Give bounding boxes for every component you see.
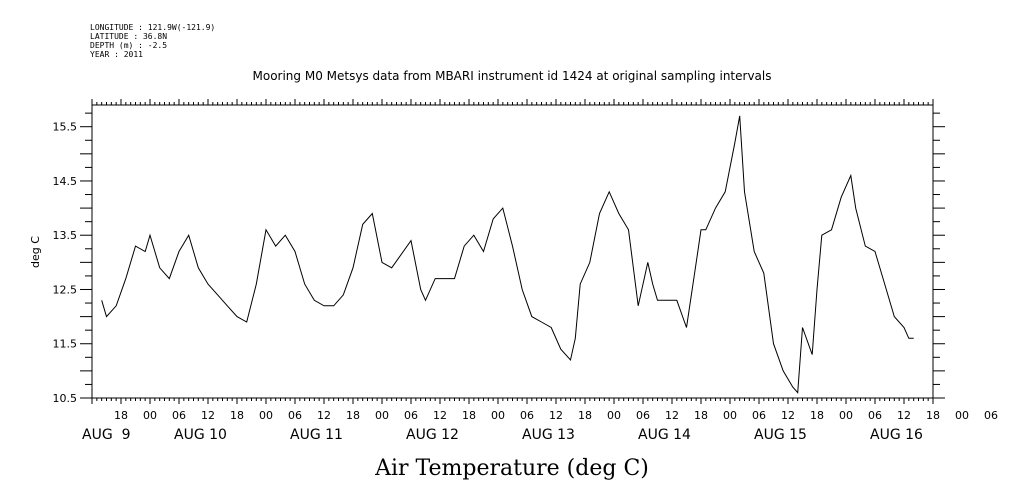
x-hour-label: 00 (491, 409, 505, 422)
y-tick-label: 15.5 (53, 121, 78, 134)
y-tick-label: 14.5 (53, 175, 78, 188)
x-hour-label: 00 (143, 409, 157, 422)
x-hour-label: 18 (462, 409, 476, 422)
chart-title: Mooring M0 Metsys data from MBARI instru… (253, 69, 772, 83)
x-hour-label: 00 (259, 409, 273, 422)
x-hour-label: 18 (346, 409, 360, 422)
plot-frame (91, 104, 934, 399)
year-label: YEAR : 2011 (90, 50, 143, 59)
x-hour-label: 00 (839, 409, 853, 422)
x-hour-label: 18 (114, 409, 128, 422)
x-day-label: AUG 9 (82, 427, 130, 443)
series-line (101, 115, 914, 394)
x-day-label: AUG 15 (754, 427, 807, 443)
x-hour-label: 12 (317, 409, 331, 422)
x-tick-labels: 18 00 06 12 18 00 06 12 18 00 06 12 18 00 06 12 18 00 06 12… (114, 409, 998, 422)
x-day-label: AUG 12 (406, 427, 459, 443)
x-hour-label: 12 (665, 409, 679, 422)
x-hour-label: 18 (926, 409, 940, 422)
x-hour-label: 06 (984, 409, 998, 422)
x-day-label: AUG 10 (174, 427, 227, 443)
latitude-label: LATITUDE : 36.8N (90, 32, 167, 41)
x-hour-label: 06 (636, 409, 650, 422)
x-hour-label: 06 (172, 409, 186, 422)
x-hour-label: 00 (723, 409, 737, 422)
x-axis-title: Air Temperature (deg C) (374, 456, 649, 481)
x-hour-label: 12 (201, 409, 215, 422)
x-hour-label: 18 (694, 409, 708, 422)
x-day-label: AUG 14 (638, 427, 691, 443)
x-hour-label: 18 (810, 409, 824, 422)
x-hour-label: 06 (288, 409, 302, 422)
x-day-labels: AUG 9 AUG 10 AUG 11 AUG 12 AUG 13 AUG 14 AUG 1… (82, 427, 923, 443)
x-hour-label: 12 (549, 409, 563, 422)
x-hour-label: 06 (752, 409, 766, 422)
x-hour-label: 12 (433, 409, 447, 422)
x-hour-label: 18 (230, 409, 244, 422)
x-hour-label: 06 (404, 409, 418, 422)
x-hour-label: 06 (868, 409, 882, 422)
axis-ticks (80, 99, 945, 404)
y-tick-label: 10.5 (53, 392, 78, 405)
x-hour-label: 18 (578, 409, 592, 422)
x-hour-label: 12 (781, 409, 795, 422)
x-day-label: AUG 13 (522, 427, 575, 443)
depth-label: DEPTH (m) : -2.5 (90, 41, 167, 50)
y-tick-labels: 10.5 11.5 12.5 13.5 14.5 15.5 (53, 121, 78, 405)
x-hour-label: 00 (375, 409, 389, 422)
y-axis-label: deg C (29, 236, 42, 268)
x-hour-label: 06 (520, 409, 534, 422)
y-tick-label: 13.5 (53, 229, 78, 242)
y-tick-label: 12.5 (53, 283, 78, 296)
x-day-label: AUG 16 (870, 427, 923, 443)
longitude-label: LONGITUDE : 121.9W(-121.9) (90, 23, 215, 32)
x-hour-label: 00 (955, 409, 969, 422)
x-hour-label: 00 (607, 409, 621, 422)
x-hour-label: 12 (897, 409, 911, 422)
x-day-label: AUG 11 (290, 427, 343, 443)
y-tick-label: 11.5 (53, 338, 78, 351)
